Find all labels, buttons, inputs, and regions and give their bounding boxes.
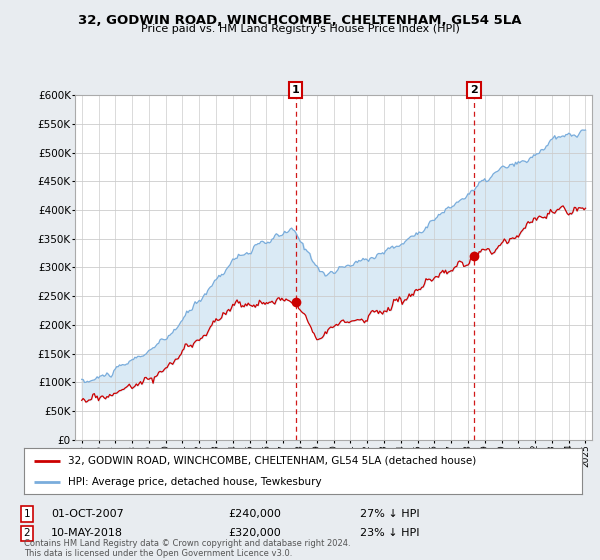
Text: 2: 2: [23, 528, 31, 538]
Text: 23% ↓ HPI: 23% ↓ HPI: [360, 528, 419, 538]
Text: 10-MAY-2018: 10-MAY-2018: [51, 528, 123, 538]
Text: HPI: Average price, detached house, Tewkesbury: HPI: Average price, detached house, Tewk…: [68, 478, 321, 487]
Text: £240,000: £240,000: [228, 509, 281, 519]
Text: Contains HM Land Registry data © Crown copyright and database right 2024.
This d: Contains HM Land Registry data © Crown c…: [24, 539, 350, 558]
Text: Price paid vs. HM Land Registry's House Price Index (HPI): Price paid vs. HM Land Registry's House …: [140, 24, 460, 34]
Text: 01-OCT-2007: 01-OCT-2007: [51, 509, 124, 519]
Text: 2: 2: [470, 85, 478, 95]
Text: 1: 1: [292, 85, 299, 95]
Text: 32, GODWIN ROAD, WINCHCOMBE, CHELTENHAM, GL54 5LA (detached house): 32, GODWIN ROAD, WINCHCOMBE, CHELTENHAM,…: [68, 456, 476, 466]
Text: £320,000: £320,000: [228, 528, 281, 538]
Text: 27% ↓ HPI: 27% ↓ HPI: [360, 509, 419, 519]
Text: 32, GODWIN ROAD, WINCHCOMBE, CHELTENHAM, GL54 5LA: 32, GODWIN ROAD, WINCHCOMBE, CHELTENHAM,…: [78, 14, 522, 27]
Text: 1: 1: [23, 509, 31, 519]
